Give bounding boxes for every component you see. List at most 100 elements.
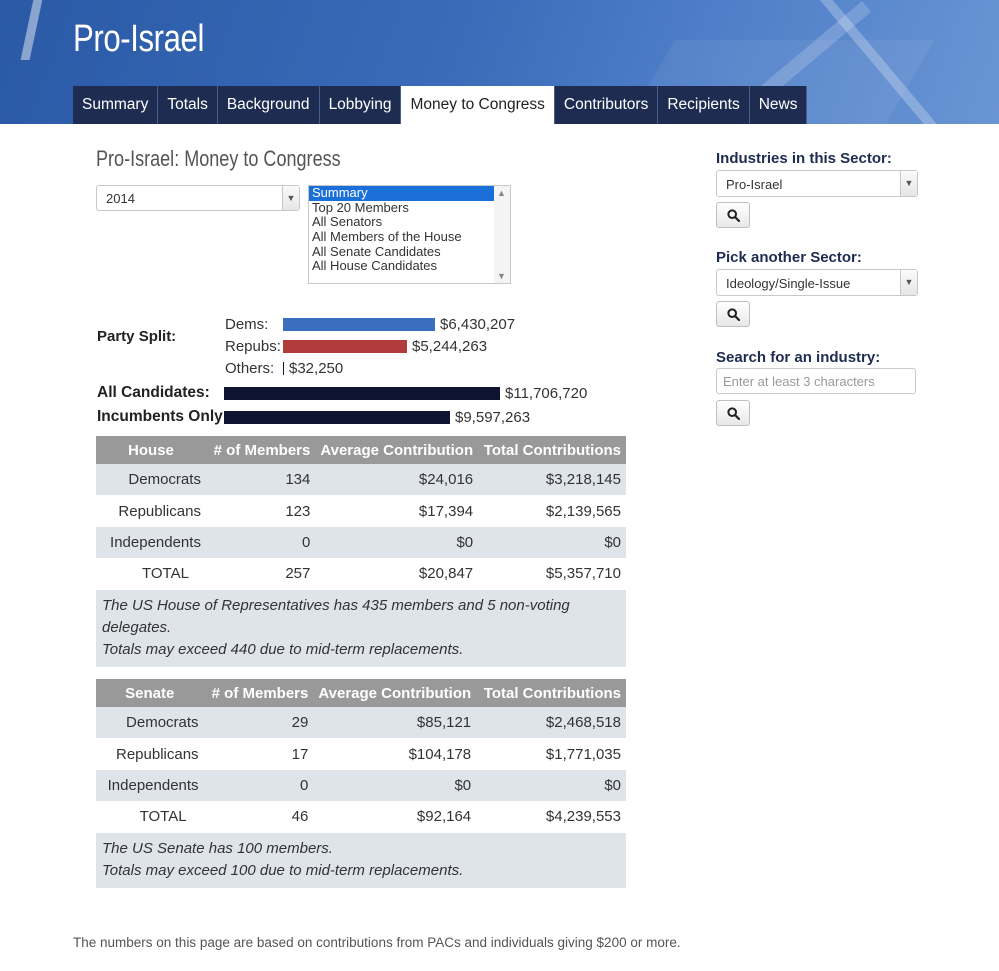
- section-title: Pro-Israel: Money to Congress: [96, 146, 341, 171]
- column-header: Average Contribution: [315, 436, 479, 464]
- row-label: Independents: [96, 526, 206, 559]
- scroll-down-icon[interactable]: ▼: [497, 271, 506, 281]
- table-row: TOTAL 46 $92,164 $4,239,553: [96, 801, 626, 833]
- search-icon: [727, 407, 740, 420]
- sector-select[interactable]: Ideology/Single-Issue ▼: [716, 269, 918, 296]
- table-cell: 46: [203, 801, 314, 833]
- dems-label: Dems:: [225, 316, 269, 333]
- all-candidates-label: All Candidates:: [97, 384, 210, 401]
- scroll-up-icon[interactable]: ▲: [497, 188, 506, 198]
- table-cell: 0: [205, 526, 316, 559]
- table-note-row: The US House of Representatives has 435 …: [96, 589, 626, 667]
- column-header: Average Contribution: [313, 679, 477, 707]
- tab-totals[interactable]: Totals: [158, 86, 218, 124]
- industry-tabs: Summary Totals Background Lobbying Money…: [73, 86, 808, 124]
- table-cell: $0: [313, 769, 477, 802]
- sector-select-value: Ideology/Single-Issue: [726, 276, 851, 291]
- table-header-row: Senate # of Members Average Contribution…: [96, 679, 626, 707]
- chevron-down-icon: ▼: [900, 171, 917, 196]
- table-cell: $104,178: [313, 738, 477, 770]
- year-select[interactable]: 2014 ▼: [96, 185, 300, 211]
- industry-select[interactable]: Pro-Israel ▼: [716, 170, 918, 197]
- search-icon: [727, 308, 740, 321]
- table-note: The US Senate has 100 members. Totals ma…: [96, 832, 626, 888]
- dems-bar: [283, 318, 435, 331]
- table-cell: $20,847: [315, 558, 479, 590]
- senate-table: Senate # of Members Average Contribution…: [96, 679, 626, 888]
- others-row: Others: $32,250: [225, 360, 343, 377]
- table-cell: 0: [203, 769, 314, 802]
- listbox-option-top-20-members[interactable]: Top 20 Members: [312, 199, 409, 215]
- listbox-option-all-house-candidates[interactable]: All House Candidates: [312, 258, 438, 274]
- incumbents-label: Incumbents Only:: [97, 408, 228, 425]
- table-cell: $92,164: [313, 801, 477, 833]
- table-cell: 17: [203, 738, 314, 770]
- repubs-amount: $5,244,263: [412, 338, 488, 355]
- industry-select-value: Pro-Israel: [726, 177, 783, 192]
- repubs-bar: [283, 340, 407, 353]
- table-cell: $2,139,565: [478, 495, 626, 527]
- table-cell: 123: [205, 495, 316, 527]
- row-label: Republicans: [96, 738, 204, 770]
- all-candidates-bar: [224, 387, 500, 400]
- incumbents-amount: $9,597,263: [455, 409, 531, 426]
- tab-money-to-congress[interactable]: Money to Congress: [401, 86, 555, 124]
- sector-heading: Pick another Sector:: [716, 249, 862, 266]
- tab-background[interactable]: Background: [217, 86, 320, 124]
- note-line: The US Senate has 100 members.: [102, 839, 333, 857]
- repubs-label: Repubs:: [225, 338, 281, 355]
- table-cell: $5,357,710: [478, 558, 626, 590]
- table-note: The US House of Representatives has 435 …: [96, 589, 626, 667]
- table-cell: $0: [315, 526, 479, 559]
- tab-contributors[interactable]: Contributors: [554, 86, 659, 124]
- table-cell: 29: [203, 707, 314, 739]
- table-row: Independents 0 $0 $0: [96, 769, 626, 802]
- incumbents-row: $9,597,263: [224, 409, 530, 426]
- column-header: # of Members: [205, 436, 316, 464]
- footer-note: The numbers on this page are based on co…: [73, 935, 681, 950]
- listbox-option-summary[interactable]: Summary: [309, 186, 494, 201]
- industry-search-input[interactable]: [716, 368, 916, 394]
- tab-news[interactable]: News: [749, 86, 808, 124]
- search-icon: [727, 209, 740, 222]
- others-bar: [283, 362, 284, 375]
- listbox-option-all-house-members[interactable]: All Members of the House: [312, 229, 462, 245]
- all-candidates-amount: $11,706,720: [505, 385, 588, 402]
- row-label: Independents: [96, 769, 204, 802]
- listbox-option-all-senators[interactable]: All Senators: [312, 214, 383, 230]
- listbox-option-all-senate-candidates[interactable]: All Senate Candidates: [312, 243, 441, 259]
- incumbents-bar: [224, 411, 450, 424]
- column-header: Senate: [96, 679, 204, 707]
- table-row: Republicans 17 $104,178 $1,771,035: [96, 738, 626, 770]
- table-row: Independents 0 $0 $0: [96, 526, 626, 559]
- table-cell: $2,468,518: [476, 707, 626, 739]
- search-heading: Search for an industry:: [716, 349, 881, 366]
- industry-go-button[interactable]: [716, 202, 750, 228]
- listbox-scrollbar[interactable]: ▲ ▼: [494, 186, 510, 283]
- row-label: Democrats: [96, 707, 204, 739]
- tab-lobbying[interactable]: Lobbying: [319, 86, 402, 124]
- table-row: Democrats 29 $85,121 $2,468,518: [96, 707, 626, 739]
- view-listbox[interactable]: Summary Top 20 Members All Senators All …: [308, 185, 511, 284]
- industry-search-button[interactable]: [716, 400, 750, 426]
- tab-recipients[interactable]: Recipients: [658, 86, 750, 124]
- table-cell: $85,121: [313, 707, 477, 739]
- row-label: TOTAL: [96, 801, 204, 833]
- table-cell: $1,771,035: [476, 738, 626, 770]
- column-header: Total Contributions: [476, 679, 626, 707]
- tab-summary[interactable]: Summary: [73, 86, 159, 124]
- banner-decoration: [20, 0, 45, 60]
- table-row: TOTAL 257 $20,847 $5,357,710: [96, 558, 626, 590]
- industry-title: Pro-Israel: [73, 18, 204, 60]
- table-cell: $24,016: [315, 464, 479, 496]
- table-row: Republicans 123 $17,394 $2,139,565: [96, 495, 626, 527]
- table-cell: 134: [205, 464, 316, 496]
- table-cell: $0: [478, 526, 626, 559]
- table-cell: $17,394: [315, 495, 479, 527]
- sector-go-button[interactable]: [716, 301, 750, 327]
- all-candidates-row: $11,706,720: [224, 385, 587, 402]
- note-line: Totals may exceed 440 due to mid-term re…: [102, 640, 464, 658]
- table-cell: $4,239,553: [476, 801, 626, 833]
- row-label: Republicans: [96, 495, 206, 527]
- table-header-row: House # of Members Average Contribution …: [96, 436, 626, 464]
